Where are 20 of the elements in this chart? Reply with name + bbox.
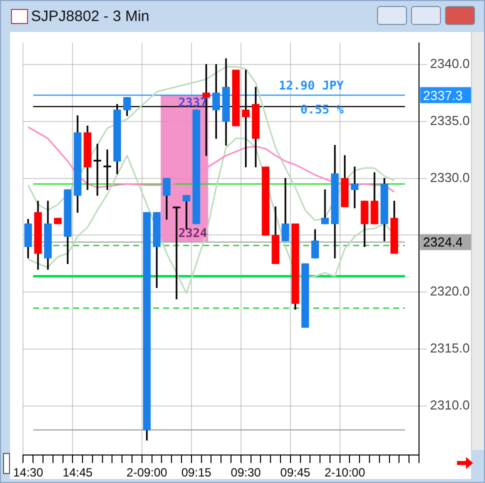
x-tick-label: 14:45 (62, 466, 93, 480)
candlestick (172, 206, 180, 300)
candlestick (182, 195, 190, 230)
y-tick-label: 2310.0 (430, 398, 470, 413)
x-tick-label: 09:45 (280, 466, 311, 480)
chart-title: SJPJ8802 - 3 Min (31, 8, 150, 25)
ref-line-label: 2337.3 (423, 88, 463, 103)
x-tick-label: 2-09:00 (126, 466, 168, 480)
candlestick (321, 189, 329, 224)
x-tick-label: 09:15 (181, 466, 212, 480)
ref-line-label: 2324.4 (423, 234, 463, 250)
x-tick-label: 09:30 (230, 466, 262, 480)
y-tick-label: 2335.0 (430, 112, 470, 128)
x-tick-label: 2-10:00 (324, 466, 366, 480)
y-tick-label: 2330.0 (430, 170, 470, 185)
y-tick-label: 2315.0 (430, 340, 470, 356)
y-tick-label: 2340.0 (430, 56, 470, 72)
y-tick-label: 2320.0 (430, 284, 470, 299)
annotation: 12.90 JPY (278, 78, 345, 92)
x-tick-label: 14:30 (13, 466, 44, 480)
